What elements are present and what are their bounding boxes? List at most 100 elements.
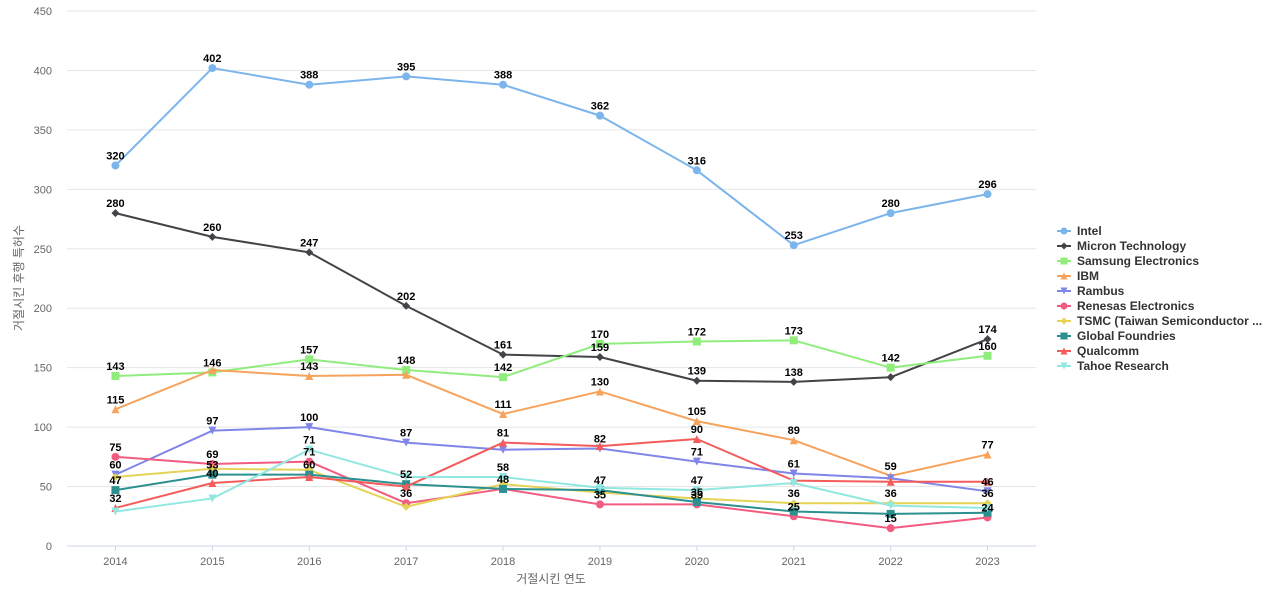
legend-label: Rambus [1077, 284, 1125, 298]
legend-marker [1060, 332, 1068, 340]
data-label: 81 [497, 428, 509, 440]
data-point [402, 482, 411, 491]
series-intel [111, 64, 992, 250]
data-point [111, 473, 120, 482]
data-label: 388 [494, 70, 512, 82]
data-point [983, 450, 992, 459]
data-point [789, 507, 798, 516]
data-point [692, 435, 701, 443]
data-point [886, 509, 895, 518]
data-point [208, 459, 217, 468]
series-line [115, 448, 988, 513]
legend-marker [1060, 257, 1068, 265]
y-tick-label: 0 [46, 541, 52, 553]
data-label: 143 [300, 361, 318, 373]
legend-item: IBM [1057, 269, 1099, 283]
series-line [115, 467, 988, 508]
y-tick-label: 200 [34, 303, 52, 315]
data-point [983, 503, 992, 512]
legend-label: Tahoe Research [1077, 359, 1169, 373]
data-label: 71 [303, 447, 315, 459]
data-label: 142 [881, 353, 899, 365]
legend-item: Global Foundries [1057, 329, 1176, 343]
data-label: 61 [788, 458, 800, 470]
y-tick-label: 350 [34, 125, 52, 137]
data-label: 36 [788, 488, 800, 500]
data-label: 36 [981, 488, 993, 500]
data-point [402, 366, 411, 375]
x-tick-label: 2015 [200, 556, 224, 568]
data-label: 130 [591, 376, 609, 388]
data-point [692, 337, 701, 346]
data-label: 47 [691, 475, 703, 487]
x-tick-label: 2018 [491, 556, 515, 568]
data-label: 48 [497, 474, 509, 486]
data-point [595, 442, 604, 451]
data-point [789, 469, 798, 478]
data-point [983, 190, 992, 199]
data-label: 97 [206, 416, 218, 428]
axis-layer: 0 50 100 150 200 250 300 350 400 450 2014 2015 2016 2… [34, 6, 1000, 568]
data-label: 105 [688, 406, 706, 418]
data-label: 40 [206, 468, 218, 480]
data-point [886, 477, 895, 486]
data-point [692, 457, 701, 466]
data-point [305, 423, 314, 432]
data-point [692, 486, 701, 495]
data-point [208, 64, 217, 73]
data-point [983, 487, 992, 496]
data-label: 362 [591, 101, 609, 113]
data-point [402, 370, 411, 379]
data-point [305, 248, 314, 257]
data-label: 148 [397, 355, 415, 367]
data-label: 77 [981, 439, 993, 451]
series-line [115, 212, 988, 383]
data-point [111, 371, 120, 380]
data-label: 402 [203, 53, 221, 65]
legend-item: Renesas Electronics [1057, 299, 1195, 313]
legend-item: Tahoe Research [1057, 359, 1169, 373]
legend-label: Qualcomm [1077, 344, 1139, 358]
data-point [499, 373, 508, 382]
x-tick-label: 2020 [685, 556, 709, 568]
data-label: 143 [106, 361, 124, 373]
legend-label: TSMC (Taiwan Semiconductor ... [1077, 314, 1262, 328]
x-axis-title: 거절시킨 연도 [516, 572, 586, 586]
data-label: 35 [594, 489, 606, 501]
data-label: 173 [785, 325, 803, 337]
data-point [111, 486, 120, 495]
data-label: 174 [978, 324, 997, 336]
grid-layer [67, 10, 1036, 547]
y-tick-label: 450 [34, 6, 52, 18]
data-label: 71 [303, 435, 315, 447]
data-label: 280 [106, 198, 124, 210]
data-label: 90 [691, 424, 703, 436]
data-point [111, 507, 120, 516]
data-point [402, 301, 411, 310]
data-label: 60 [303, 460, 315, 472]
data-label: 388 [300, 70, 318, 82]
y-tick-label: 250 [34, 244, 52, 256]
y-tick-label: 100 [34, 422, 52, 434]
data-label: 202 [397, 291, 415, 303]
data-point [111, 405, 120, 414]
data-label: 138 [785, 367, 803, 379]
data-label: 157 [300, 344, 318, 356]
legend-marker [1060, 227, 1068, 235]
data-label: 142 [494, 362, 512, 374]
data-label: 35 [691, 489, 703, 501]
data-label: 160 [978, 341, 996, 353]
x-tick-label: 2016 [297, 556, 321, 568]
data-point [886, 501, 895, 510]
legend-label: Intel [1077, 224, 1102, 238]
data-point [111, 209, 120, 218]
data-point [402, 438, 411, 447]
data-point [305, 445, 314, 454]
legend-item: Micron Technology [1057, 239, 1186, 253]
series-line [115, 426, 988, 493]
series-layer [111, 64, 992, 533]
data-label: 87 [400, 428, 412, 440]
series-line [115, 369, 988, 477]
